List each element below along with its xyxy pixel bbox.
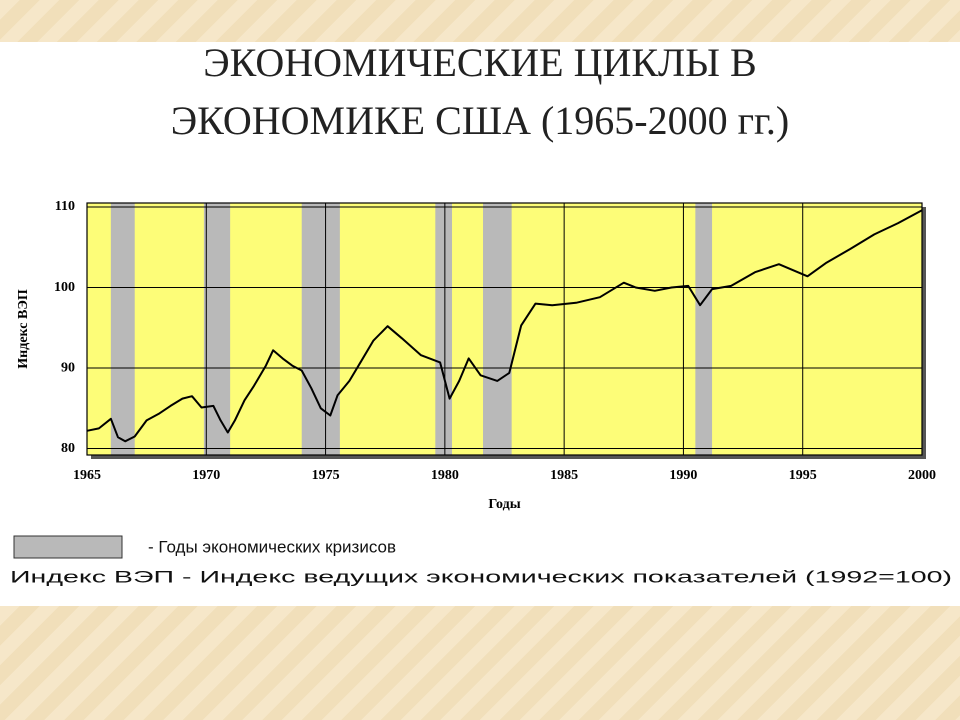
y-tick-label: 100 — [54, 280, 75, 295]
x-tick-label: 1995 — [789, 468, 817, 483]
legend-swatch — [13, 535, 123, 559]
crisis-period — [301, 203, 340, 455]
y-tick-label: 90 — [61, 360, 75, 375]
plot-border — [86, 202, 923, 456]
legend-text: - Годы экономических кризисов — [148, 537, 396, 556]
crisis-period — [110, 203, 135, 455]
x-tick-label: 2000 — [908, 468, 936, 483]
crisis-period — [435, 203, 453, 455]
x-tick-label: 1975 — [312, 468, 340, 483]
index-line — [86, 209, 923, 443]
crisis-period — [203, 203, 231, 455]
x-tick-label: 1965 — [73, 468, 101, 483]
y-tick-label: 80 — [61, 441, 75, 456]
crisis-period — [695, 203, 713, 455]
y-axis-label: Индекс ВЭП — [16, 289, 31, 369]
legend-note: Индекс ВЭП - Индекс ведущих экономически… — [10, 567, 952, 586]
title-line: ЭКОНОМИЧЕСКИЕ ЦИКЛЫ В — [203, 40, 756, 85]
x-tick-label: 1980 — [431, 468, 459, 483]
title-line: ЭКОНОМИКЕ США (1965-2000 гг.) — [171, 98, 790, 143]
crisis-period — [483, 203, 512, 455]
x-tick-label: 1985 — [550, 468, 578, 483]
x-tick-label: 1970 — [192, 468, 220, 483]
x-axis-label: Годы — [488, 497, 520, 512]
bottom-band — [0, 606, 960, 720]
top-band — [0, 0, 960, 42]
x-tick-label: 1990 — [669, 468, 697, 483]
y-tick-label: 110 — [55, 199, 75, 214]
